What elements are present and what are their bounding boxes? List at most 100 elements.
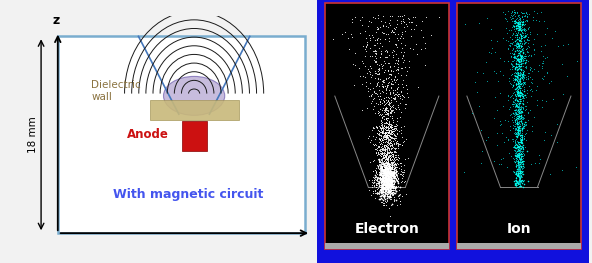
Point (379, 155, 388, 159)
Point (511, 65, 520, 69)
Point (366, 87, 375, 91)
Point (507, 102, 517, 106)
Point (378, 150, 387, 154)
Point (387, 191, 397, 195)
Point (376, 200, 385, 205)
Point (381, 120, 391, 124)
Point (377, 161, 387, 165)
Point (376, 164, 385, 168)
Point (539, 19, 549, 23)
Point (378, 85, 388, 89)
Point (523, 179, 532, 183)
Point (384, 133, 393, 137)
Point (375, 164, 385, 168)
Point (381, 166, 390, 170)
Point (383, 183, 392, 187)
Point (391, 105, 400, 110)
Point (517, 29, 527, 34)
Point (400, 179, 410, 183)
Point (383, 81, 392, 85)
Bar (58, 36, 305, 233)
Point (518, 145, 527, 149)
Point (387, 179, 397, 183)
Point (383, 187, 392, 191)
Point (385, 72, 394, 76)
Point (383, 144, 392, 148)
Point (511, 60, 521, 65)
Point (384, 181, 394, 185)
Point (400, 168, 409, 172)
Point (515, 134, 525, 138)
Point (377, 165, 387, 169)
Point (387, 188, 397, 192)
Point (381, 160, 391, 164)
Point (517, 117, 526, 121)
Point (378, 192, 388, 196)
Point (366, 193, 376, 197)
Point (376, 112, 385, 117)
Point (382, 170, 392, 174)
Point (383, 164, 392, 168)
Point (391, 156, 401, 161)
Point (515, 25, 525, 29)
Point (519, 159, 529, 164)
Point (504, 76, 514, 80)
Point (389, 29, 398, 34)
Point (393, 56, 403, 60)
Point (375, 168, 385, 172)
Point (385, 184, 394, 189)
Point (508, 9, 517, 14)
Point (520, 40, 529, 44)
Point (387, 143, 397, 147)
Point (517, 149, 527, 153)
Point (387, 108, 396, 112)
Point (513, 68, 522, 72)
Point (515, 22, 525, 26)
Point (513, 90, 522, 94)
Point (507, 94, 516, 98)
Point (513, 125, 523, 129)
Point (516, 184, 525, 188)
Point (385, 144, 395, 148)
Point (382, 193, 392, 197)
Point (510, 122, 520, 127)
Point (516, 74, 525, 78)
Point (391, 186, 400, 191)
Point (376, 187, 385, 191)
Point (509, 96, 518, 100)
Point (390, 180, 399, 184)
Point (387, 132, 396, 136)
Point (527, 129, 537, 133)
Point (377, 147, 387, 151)
Point (512, 132, 522, 136)
Point (520, 35, 530, 39)
Point (382, 179, 391, 184)
Point (372, 81, 381, 85)
Point (512, 183, 522, 187)
Point (390, 179, 399, 183)
Point (350, 63, 359, 68)
Point (515, 136, 525, 140)
Point (383, 68, 392, 72)
Point (376, 165, 385, 169)
Point (519, 146, 528, 151)
Point (379, 159, 389, 163)
Point (377, 147, 387, 151)
Point (402, 24, 411, 28)
Point (534, 153, 543, 157)
Point (387, 114, 397, 119)
Point (390, 136, 400, 140)
Point (512, 112, 522, 116)
Point (371, 189, 380, 193)
Point (381, 183, 391, 187)
Point (513, 108, 523, 112)
Point (378, 142, 387, 146)
Point (387, 130, 396, 134)
Point (514, 151, 523, 156)
Point (377, 120, 387, 124)
Point (564, 42, 573, 46)
Point (379, 173, 388, 177)
Point (379, 143, 388, 147)
Point (516, 57, 525, 62)
Point (381, 166, 391, 171)
